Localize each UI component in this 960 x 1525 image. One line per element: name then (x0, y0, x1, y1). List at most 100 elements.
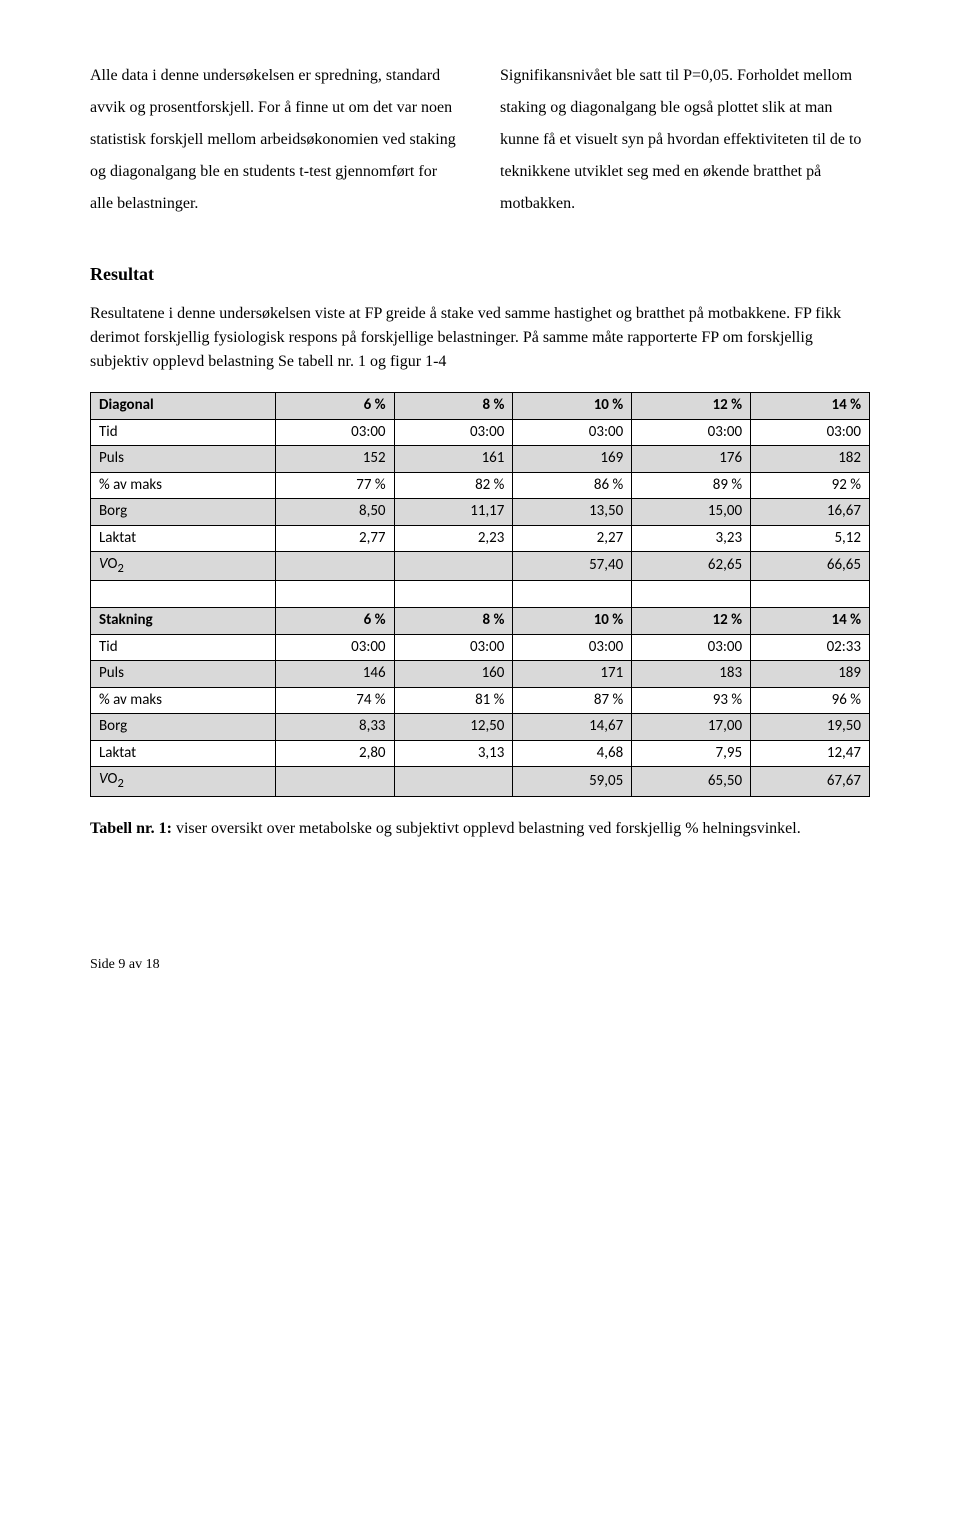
cell: 65,50 (632, 767, 751, 796)
diagonal-header-row: Diagonal 6 % 8 % 10 % 12 % 14 % (91, 393, 870, 420)
cell: 8,50 (275, 499, 394, 526)
cell: 2,23 (394, 525, 513, 552)
cell: 03:00 (513, 419, 632, 446)
diag-pmaks-row: % av maks 77 % 82 % 86 % 89 % 92 % (91, 472, 870, 499)
stak-puls-row: Puls 146 160 171 183 189 (91, 661, 870, 688)
row-label-vo2: VO2 (91, 767, 276, 796)
cell: 59,05 (513, 767, 632, 796)
cell: 13,50 (513, 499, 632, 526)
cell: 92 % (751, 472, 870, 499)
stakning-header-row: Stakning 6 % 8 % 10 % 12 % 14 % (91, 608, 870, 635)
cell: 57,40 (513, 552, 632, 581)
row-label: Puls (91, 661, 276, 688)
cell: 2,27 (513, 525, 632, 552)
row-label: Laktat (91, 525, 276, 552)
two-column-text: Alle data i denne undersøkelsen er spred… (90, 60, 870, 220)
cell: 02:33 (751, 634, 870, 661)
cell: 160 (394, 661, 513, 688)
cell: 161 (394, 446, 513, 473)
col-8pct: 8 % (394, 608, 513, 635)
cell: 169 (513, 446, 632, 473)
cell: 89 % (632, 472, 751, 499)
cell: 12,47 (751, 740, 870, 767)
col-10pct: 10 % (513, 608, 632, 635)
stak-borg-row: Borg 8,33 12,50 14,67 17,00 19,50 (91, 714, 870, 741)
col-12pct: 12 % (632, 393, 751, 420)
row-label: Tid (91, 634, 276, 661)
row-label: Laktat (91, 740, 276, 767)
cell: 7,95 (632, 740, 751, 767)
cell: 03:00 (632, 419, 751, 446)
cell: 74 % (275, 687, 394, 714)
cell: 146 (275, 661, 394, 688)
cell: 03:00 (513, 634, 632, 661)
stak-laktat-row: Laktat 2,80 3,13 4,68 7,95 12,47 (91, 740, 870, 767)
cell: 3,13 (394, 740, 513, 767)
intro-paragraph: Resultatene i denne undersøkelsen viste … (90, 302, 870, 374)
col-8pct: 8 % (394, 393, 513, 420)
cell: 77 % (275, 472, 394, 499)
row-label: Borg (91, 499, 276, 526)
cell: 81 % (394, 687, 513, 714)
stak-tid-row: Tid 03:00 03:00 03:00 03:00 02:33 (91, 634, 870, 661)
blank-row (91, 581, 870, 608)
diag-vo2-row: VO2 57,40 62,65 66,65 (91, 552, 870, 581)
cell: 62,65 (632, 552, 751, 581)
stak-pmaks-row: % av maks 74 % 81 % 87 % 93 % 96 % (91, 687, 870, 714)
caption-rest: viser oversikt over metabolske og subjek… (172, 820, 801, 837)
row-label: % av maks (91, 687, 276, 714)
cell: 86 % (513, 472, 632, 499)
cell: 5,12 (751, 525, 870, 552)
cell: 12,50 (394, 714, 513, 741)
col-6pct: 6 % (275, 608, 394, 635)
col-14pct: 14 % (751, 608, 870, 635)
right-column: Signifikansnivået ble satt til P=0,05. F… (500, 60, 870, 220)
cell: 4,68 (513, 740, 632, 767)
left-paragraph: Alle data i denne undersøkelsen er spred… (90, 60, 460, 220)
cell: 152 (275, 446, 394, 473)
cell: 3,23 (632, 525, 751, 552)
cell: 03:00 (394, 419, 513, 446)
cell: 03:00 (275, 634, 394, 661)
row-label: Borg (91, 714, 276, 741)
cell: 67,67 (751, 767, 870, 796)
diag-laktat-row: Laktat 2,77 2,23 2,27 3,23 5,12 (91, 525, 870, 552)
diag-tid-row: Tid 03:00 03:00 03:00 03:00 03:00 (91, 419, 870, 446)
cell: 171 (513, 661, 632, 688)
cell (275, 552, 394, 581)
cell (394, 552, 513, 581)
diag-borg-row: Borg 8,50 11,17 13,50 15,00 16,67 (91, 499, 870, 526)
row-label: % av maks (91, 472, 276, 499)
cell: 19,50 (751, 714, 870, 741)
cell: 16,67 (751, 499, 870, 526)
cell (275, 767, 394, 796)
col-14pct: 14 % (751, 393, 870, 420)
cell: 96 % (751, 687, 870, 714)
cell: 93 % (632, 687, 751, 714)
stakning-label: Stakning (91, 608, 276, 635)
diagonal-label: Diagonal (91, 393, 276, 420)
cell: 17,00 (632, 714, 751, 741)
cell: 176 (632, 446, 751, 473)
col-12pct: 12 % (632, 608, 751, 635)
cell: 03:00 (275, 419, 394, 446)
cell: 182 (751, 446, 870, 473)
row-label: Puls (91, 446, 276, 473)
cell: 8,33 (275, 714, 394, 741)
row-label: Tid (91, 419, 276, 446)
cell: 82 % (394, 472, 513, 499)
cell: 2,77 (275, 525, 394, 552)
cell: 2,80 (275, 740, 394, 767)
cell (394, 767, 513, 796)
cell: 15,00 (632, 499, 751, 526)
cell: 66,65 (751, 552, 870, 581)
cell: 03:00 (751, 419, 870, 446)
row-label-vo2: VO2 (91, 552, 276, 581)
right-paragraph: Signifikansnivået ble satt til P=0,05. F… (500, 60, 870, 220)
left-column: Alle data i denne undersøkelsen er spred… (90, 60, 460, 220)
resultat-heading: Resultat (90, 256, 870, 292)
caption-bold: Tabell nr. 1: (90, 820, 172, 837)
results-table: Diagonal 6 % 8 % 10 % 12 % 14 % Tid 03:0… (90, 392, 870, 797)
col-10pct: 10 % (513, 393, 632, 420)
diag-puls-row: Puls 152 161 169 176 182 (91, 446, 870, 473)
